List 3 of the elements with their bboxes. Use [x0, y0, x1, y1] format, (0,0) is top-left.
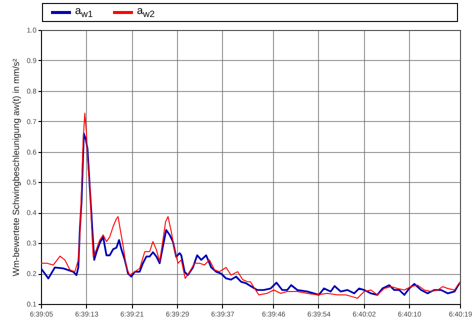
legend-label: a$_{w2}$ — [136, 5, 155, 20]
y-axis-title: Wm-bewertete Schwingbeschleunigung aw(t) in mm/s² — [10, 58, 21, 276]
legend-label: a$_{w1}$ — [75, 5, 93, 20]
